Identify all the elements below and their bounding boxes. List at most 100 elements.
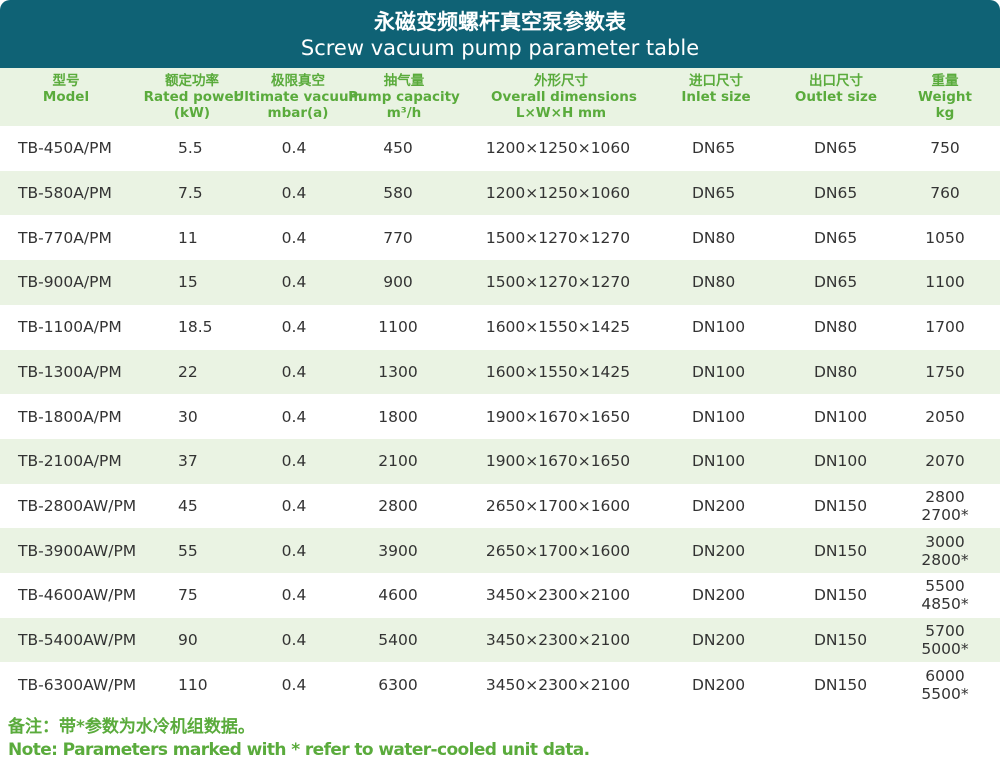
table-cell: DN100 [814, 452, 868, 471]
table-cell: DN80 [692, 273, 736, 292]
column-header: (kW) [173, 105, 211, 121]
table-cell: DN150 [814, 675, 868, 694]
table-cell: 0.4 [281, 586, 307, 605]
table-cell: TB-1100A/PM [18, 318, 122, 337]
table-cell: 0.4 [281, 675, 307, 694]
table-cell: DN150 [814, 586, 868, 605]
table-cell: 760 [930, 184, 960, 203]
table-cell: 2800 [378, 496, 418, 515]
table-cell: 5500* [921, 684, 969, 703]
table-cell: 2650×1700×1600 [485, 496, 631, 515]
table-cell: 0.4 [281, 184, 307, 203]
table-cell: DN100 [692, 407, 746, 426]
table-cell: 15 [178, 273, 198, 292]
table-cell: 0.4 [281, 407, 307, 426]
table-cell: 0.4 [281, 631, 307, 650]
table-cell: DN80 [814, 318, 858, 337]
column-header: L×W×H mm [515, 105, 607, 121]
table-cell: 3900 [378, 541, 418, 560]
table-cell: DN200 [692, 541, 746, 560]
row-bg [0, 617, 1000, 663]
table-cell: DN65 [692, 139, 736, 158]
table-cell: 1500×1270×1270 [485, 273, 631, 292]
table-cell: 2050 [925, 407, 965, 426]
table-cell: DN100 [692, 452, 746, 471]
row-bg [0, 260, 1000, 305]
table-cell: 0.4 [281, 362, 307, 381]
table-cell: 1600×1550×1425 [485, 362, 631, 381]
table-cell: 45 [178, 496, 198, 515]
table-cell: 7.5 [178, 184, 203, 203]
title-en: Screw vacuum pump parameter table [300, 36, 700, 60]
table-cell: 1050 [925, 228, 965, 247]
table-cell: 1600×1550×1425 [485, 318, 631, 337]
table-cell: TB-3900AW/PM [18, 541, 137, 560]
table-cell: 2070 [925, 452, 965, 471]
table-cell: 11 [178, 228, 198, 247]
column-header: 进口尺寸 [689, 73, 743, 89]
table-cell: DN65 [814, 184, 858, 203]
table-cell: TB-450A/PM [18, 139, 112, 158]
table-cell: TB-6300AW/PM [18, 675, 137, 694]
column-header: Pump capacity [348, 89, 460, 105]
column-header: kg [935, 105, 955, 121]
table-cell: 5400 [378, 631, 418, 650]
table-cell: 22 [178, 362, 198, 381]
table-cell: 55 [178, 541, 198, 560]
table-cell: DN200 [692, 586, 746, 605]
table-cell: DN100 [692, 362, 746, 381]
table-cell: 1300 [378, 362, 418, 381]
table-cell: 6300 [378, 675, 418, 694]
column-header: Inlet size [681, 89, 751, 105]
column-header: Model [42, 89, 90, 105]
table-cell: 1750 [925, 362, 965, 381]
table-cell: DN65 [814, 273, 858, 292]
table-cell: DN80 [814, 362, 858, 381]
table-cell: 75 [178, 586, 198, 605]
table-cell: 0.4 [281, 452, 307, 471]
table-cell: 30 [178, 407, 198, 426]
table-cell: 2800* [921, 550, 969, 569]
row-bg [0, 662, 1000, 708]
table-cell: DN65 [814, 228, 858, 247]
column-header: Outlet size [794, 89, 878, 105]
column-header: m³/h [386, 105, 422, 121]
table-cell: 37 [178, 452, 198, 471]
table-cell: DN65 [692, 184, 736, 203]
table-cell: 3450×2300×2100 [485, 631, 631, 650]
table-cell: 0.4 [281, 318, 307, 337]
table-cell: TB-2100A/PM [18, 452, 122, 471]
table-cell: DN200 [692, 496, 746, 515]
table-cell: 770 [383, 228, 413, 247]
table-cell: 4850* [921, 595, 969, 614]
table-cell: 1200×1250×1060 [485, 139, 631, 158]
column-header: Rated power [143, 89, 241, 105]
column-header: 出口尺寸 [809, 73, 863, 89]
table-cell: 1100 [925, 273, 965, 292]
table-cell: 3450×2300×2100 [485, 675, 631, 694]
table-cell: TB-580A/PM [18, 184, 112, 203]
note-cn: 备注：带*参数为水冷机组数据。 [8, 717, 255, 737]
row-bg [0, 483, 1000, 529]
row-bg [0, 215, 1000, 261]
table-cell: 0.4 [281, 496, 307, 515]
row-bg [0, 573, 1000, 618]
header-row [0, 68, 1000, 126]
table-cell: 0.4 [281, 541, 307, 560]
table-cell: 3450×2300×2100 [485, 586, 631, 605]
table-cell: 5000* [921, 640, 969, 659]
row-bg [0, 528, 1000, 573]
table-cell: DN150 [814, 631, 868, 650]
column-header: 外形尺寸 [534, 73, 588, 89]
table-cell: TB-770A/PM [18, 228, 112, 247]
table-cell: 1900×1670×1650 [485, 407, 631, 426]
table-cell: TB-4600AW/PM [18, 586, 137, 605]
table-cell: 900 [383, 273, 413, 292]
column-header: 抽气量 [383, 73, 425, 89]
table-cell: DN200 [692, 631, 746, 650]
table-cell: 5.5 [178, 139, 203, 158]
table-cell: 1800 [378, 407, 418, 426]
column-header: Ultimate vacuum [233, 89, 363, 105]
table-cell: 2650×1700×1600 [485, 541, 631, 560]
